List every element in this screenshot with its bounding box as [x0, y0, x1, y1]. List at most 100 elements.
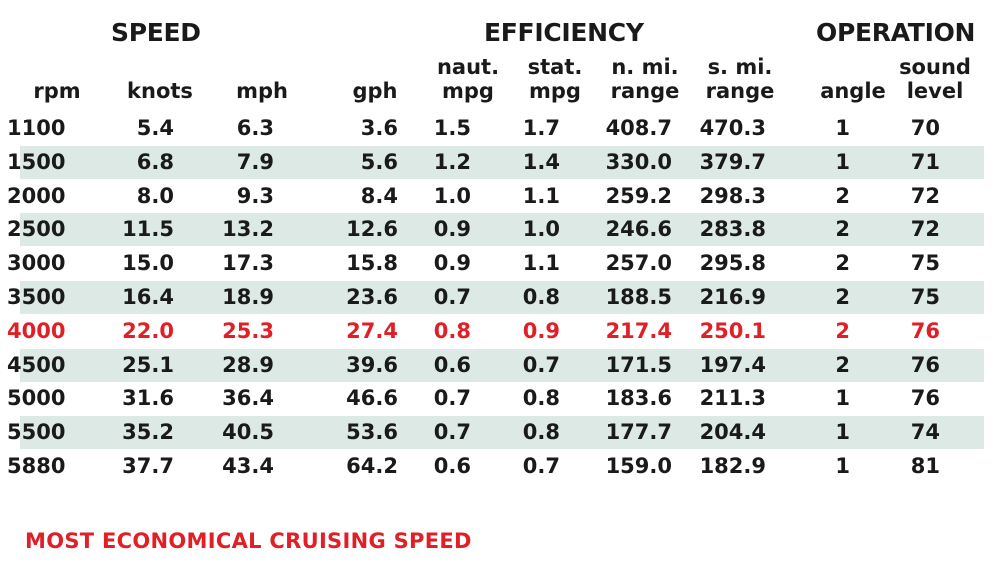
cell-stat-mpg: 1.0 [522, 217, 560, 242]
cell-gph: 8.4 [360, 183, 398, 208]
group-header-operation: OPERATION [816, 18, 976, 47]
table-row: 2500 11.5 13.2 12.6 0.9 1.0 246.6 283.8 2 72 [7, 213, 984, 247]
cell-mph: 7.9 [236, 149, 274, 174]
cell-naut-mpg: 0.7 [433, 386, 471, 411]
column-header-knots: knots [100, 79, 220, 103]
cell-knots: 8.0 [136, 183, 174, 208]
cell-naut-mpg: 0.8 [433, 318, 471, 343]
column-header-stat-mpg: stat. mpg [495, 55, 615, 103]
cell-knots: 6.8 [136, 149, 174, 174]
cell-n-mi-range: 183.6 [605, 386, 672, 411]
cell-mph: 18.9 [222, 285, 274, 309]
cell-naut-mpg: 0.6 [433, 454, 471, 478]
cell-stat-mpg: 1.7 [522, 116, 560, 140]
cell-s-mi-range: 250.1 [699, 318, 766, 343]
cell-knots: 16.4 [122, 285, 174, 309]
cell-gph: 39.6 [346, 352, 398, 377]
cell-n-mi-range: 177.7 [605, 420, 672, 445]
cell-stat-mpg: 0.7 [522, 454, 560, 478]
cell-gph: 53.6 [346, 420, 398, 445]
cell-knots: 35.2 [122, 420, 174, 445]
cell-gph: 12.6 [346, 217, 398, 242]
column-header-s-mi-range: s. mi. range [680, 55, 800, 103]
table-row-highlighted: 4000 22.0 25.3 27.4 0.8 0.9 217.4 250.1 2 76 [7, 315, 984, 348]
cell-s-mi-range: 298.3 [699, 183, 766, 208]
cell-angle: 2 [835, 183, 850, 208]
cell-n-mi-range: 188.5 [605, 285, 672, 309]
cell-s-mi-range: 295.8 [699, 251, 766, 276]
cell-rpm: 5500 [7, 420, 66, 445]
cell-knots: 22.0 [122, 318, 174, 343]
footnote-cruising-speed: MOST ECONOMICAL CRUISING SPEED [25, 529, 472, 553]
cell-naut-mpg: 1.2 [433, 149, 471, 174]
table-row: 2000 8.0 9.3 8.4 1.0 1.1 259.2 298.3 2 72 [7, 180, 984, 213]
cell-rpm: 5880 [7, 454, 66, 478]
cell-mph: 40.5 [222, 420, 274, 445]
column-header-naut-mpg: naut. mpg [408, 55, 528, 103]
table-row: 5880 37.7 43.4 64.2 0.6 0.7 159.0 182.9 1 81 [7, 450, 984, 483]
cell-angle: 2 [835, 318, 850, 343]
cell-mph: 13.2 [222, 217, 274, 242]
cell-sound-level: 76 [910, 386, 940, 411]
cell-n-mi-range: 217.4 [605, 318, 672, 343]
cell-rpm: 4000 [7, 318, 66, 343]
column-header-line: mpg [529, 79, 581, 103]
column-header-line: stat. [527, 55, 583, 79]
column-header-n-mi-range: n. mi. range [585, 55, 705, 103]
cell-knots: 5.4 [136, 116, 174, 140]
column-header-rpm: rpm [0, 79, 117, 103]
column-header-line: naut. [436, 55, 500, 79]
table-row: 3000 15.0 17.3 15.8 0.9 1.1 257.0 295.8 2 75 [7, 247, 984, 280]
group-header-speed: SPEED [111, 18, 201, 47]
cell-naut-mpg: 0.6 [433, 352, 471, 377]
table-row: 5000 31.6 36.4 46.6 0.7 0.8 183.6 211.3 1 76 [7, 382, 984, 415]
column-header-line: range [705, 79, 775, 103]
cell-stat-mpg: 0.8 [522, 285, 560, 309]
cell-sound-level: 75 [910, 285, 940, 309]
cell-n-mi-range: 159.0 [605, 454, 672, 478]
cell-angle: 2 [835, 352, 850, 377]
column-header-line: s. mi. [707, 55, 773, 79]
cell-stat-mpg: 0.7 [522, 352, 560, 377]
cell-sound-level: 81 [910, 454, 940, 478]
cell-mph: 17.3 [222, 251, 274, 276]
column-header-line: range [610, 79, 680, 103]
cell-naut-mpg: 1.0 [433, 183, 471, 208]
cell-rpm: 1500 [7, 149, 66, 174]
column-header-line: knots [127, 79, 193, 103]
cell-angle: 1 [835, 386, 850, 411]
cell-stat-mpg: 0.8 [522, 386, 560, 411]
cell-sound-level: 75 [910, 251, 940, 276]
cell-rpm: 2500 [7, 217, 66, 242]
cell-s-mi-range: 204.4 [699, 420, 766, 445]
cell-stat-mpg: 1.1 [522, 183, 560, 208]
cell-gph: 27.4 [346, 318, 398, 343]
cell-rpm: 1100 [7, 116, 66, 140]
cell-sound-level: 72 [910, 217, 940, 242]
cell-naut-mpg: 0.9 [433, 251, 471, 276]
cell-mph: 9.3 [236, 183, 274, 208]
cell-s-mi-range: 283.8 [699, 217, 766, 242]
cell-n-mi-range: 246.6 [605, 217, 672, 242]
cell-gph: 5.6 [360, 149, 398, 174]
cell-sound-level: 76 [910, 318, 940, 343]
cell-angle: 2 [835, 285, 850, 309]
cell-angle: 2 [835, 217, 850, 242]
column-header-sound-level: sound level [875, 55, 995, 103]
cell-knots: 31.6 [122, 386, 174, 411]
cell-rpm: 3500 [7, 285, 66, 309]
cell-n-mi-range: 330.0 [605, 149, 672, 174]
cell-gph: 15.8 [346, 251, 398, 276]
table-row: 3500 16.4 18.9 23.6 0.7 0.8 188.5 216.9 2 75 [7, 281, 984, 314]
cell-rpm: 3000 [7, 251, 66, 276]
cell-naut-mpg: 1.5 [433, 116, 471, 140]
cell-angle: 1 [835, 116, 850, 140]
cell-sound-level: 72 [910, 183, 940, 208]
cell-sound-level: 74 [910, 420, 940, 445]
cell-rpm: 2000 [7, 183, 66, 208]
column-header-line: angle [820, 79, 886, 103]
cell-n-mi-range: 259.2 [605, 183, 672, 208]
cell-n-mi-range: 408.7 [605, 116, 672, 140]
cell-knots: 11.5 [122, 217, 174, 242]
